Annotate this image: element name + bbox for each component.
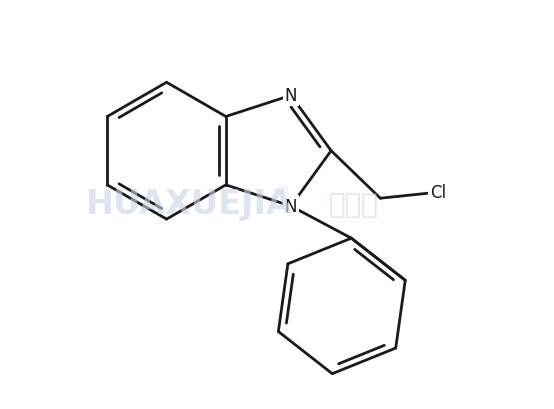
Text: 化学加: 化学加 — [329, 191, 378, 218]
Text: N: N — [285, 198, 297, 216]
Text: N: N — [285, 87, 297, 105]
Text: ®: ® — [276, 184, 289, 197]
Text: Cl: Cl — [430, 184, 447, 202]
Text: HUAXUEJIA: HUAXUEJIA — [86, 188, 293, 221]
